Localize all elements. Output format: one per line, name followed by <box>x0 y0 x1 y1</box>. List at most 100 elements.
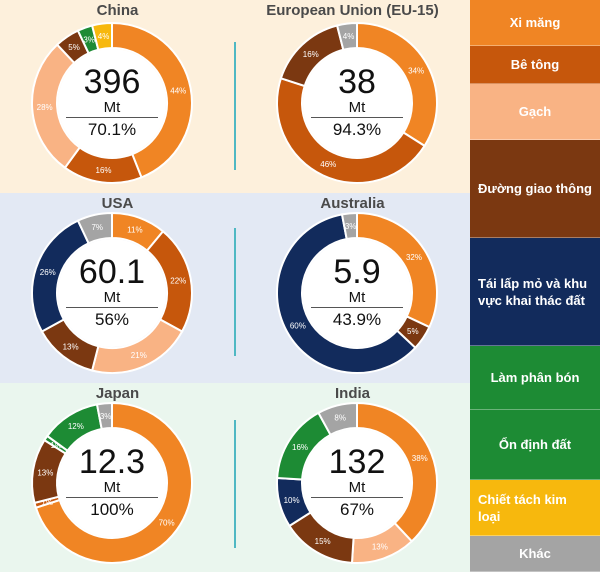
total-unit: Mt <box>348 99 366 116</box>
center-divider <box>66 497 158 498</box>
donut-slice <box>90 21 113 51</box>
total-unit: Mt <box>103 289 121 306</box>
donut-slice <box>335 21 358 51</box>
slice-label: 26% <box>40 268 56 277</box>
utilization-percent: 67% <box>339 500 375 519</box>
column-divider <box>234 42 236 170</box>
donut-panel: Japan 70% 1% 13% 1% 12% 3% 12.3 Mt 100% <box>0 383 235 573</box>
donut-hole <box>58 239 166 347</box>
donut-center: 132 Mt 67% <box>307 445 407 519</box>
column-divider <box>234 420 236 548</box>
donut-slice <box>317 401 358 437</box>
slice-label: 15% <box>315 537 331 546</box>
total-unit: Mt <box>348 479 366 496</box>
donut-center: 38 Mt 94.3% <box>307 65 407 139</box>
legend-label: Ổn định đất <box>498 437 572 452</box>
utilization-percent: 70.1% <box>87 120 137 139</box>
donut-hole <box>303 239 411 347</box>
center-divider <box>66 307 158 308</box>
chart-title: USA <box>101 195 134 212</box>
donut-panel: India 38% 13% 15% 10% 16% 8% 132 Mt 67% <box>235 383 470 573</box>
donut-center: 396 Mt 70.1% <box>62 65 162 139</box>
slice-label: 16% <box>96 166 112 175</box>
slice-label: 70% <box>159 519 175 528</box>
donut-slice <box>76 211 113 245</box>
chart-title: Australia <box>320 195 385 212</box>
donut-panel: Australia 32% 5% 60% 3% 5.9 Mt 43.9% <box>235 193 470 383</box>
slice-label: 5% <box>68 43 80 52</box>
slice-label: 44% <box>170 86 186 95</box>
donut-chart: 32% 5% 60% 3% <box>276 211 438 374</box>
chart-title: European Union (EU-15) <box>266 2 439 19</box>
utilization-percent: 94.3% <box>332 120 382 139</box>
donut-center: 5.9 Mt 43.9% <box>307 255 407 329</box>
slice-label: 5% <box>407 327 419 336</box>
slice-label: 10% <box>284 496 300 505</box>
slice-label: 34% <box>408 66 424 75</box>
donut-hole <box>303 49 411 157</box>
legend-label: Gạch <box>518 104 552 119</box>
donut-slice <box>276 213 417 374</box>
donut-chart: 11% 22% 21% 13% 26% 7% <box>31 211 193 374</box>
slice-label: 22% <box>170 276 186 285</box>
legend-item-concrete: Bê tông <box>470 46 600 84</box>
donut-hole <box>303 429 411 537</box>
total-value: 12.3 <box>78 443 146 481</box>
legend-label: Khác <box>519 546 551 561</box>
legend-label: Xi măng <box>509 15 561 30</box>
donut-chart: 70% 1% 13% 1% 12% 3% <box>31 401 193 564</box>
legend-item-bricks: Gạch <box>470 84 600 140</box>
donut-panel: USA 11% 22% 21% 13% 26% 7% 60.1 Mt 56% <box>0 193 235 383</box>
slice-label: 46% <box>320 160 336 169</box>
legend: Xi măng Bê tông Gạch Đường giao thông Tá… <box>470 0 600 572</box>
donut-hole <box>58 429 166 537</box>
legend-item-metal-extraction: Chiết tách kim loại <box>470 480 600 536</box>
slice-label: 1% <box>41 498 53 507</box>
legend-item-other: Khác <box>470 536 600 572</box>
slice-label: 7% <box>91 223 103 232</box>
legend-item-soil-stabilization: Ổn định đất <box>470 410 600 480</box>
legend-label: Đường giao thông <box>478 181 592 196</box>
slice-label: 13% <box>372 543 388 552</box>
slice-label: 4% <box>98 32 110 41</box>
donut-slice <box>34 401 193 564</box>
donut-chart: 38% 13% 15% 10% 16% 8% <box>276 401 438 564</box>
total-value: 132 <box>328 443 386 481</box>
utilization-percent: 100% <box>90 500 134 519</box>
slice-label: 16% <box>292 443 308 452</box>
legend-item-cement: Xi măng <box>470 0 600 46</box>
legend-label: Chiết tách kim loại <box>478 491 567 524</box>
legend-item-roads: Đường giao thông <box>470 140 600 238</box>
donut-center: 12.3 Mt 100% <box>62 445 162 519</box>
slice-label: 12% <box>68 422 84 431</box>
total-unit: Mt <box>103 479 121 496</box>
slice-label: 1% <box>50 441 62 450</box>
slice-label: 16% <box>303 50 319 59</box>
slice-label: 3% <box>345 222 357 231</box>
center-divider <box>311 497 403 498</box>
slice-label: 11% <box>127 225 142 234</box>
slice-label: 38% <box>412 454 428 463</box>
total-value: 396 <box>83 63 141 101</box>
donut-slice <box>276 77 426 184</box>
column-divider <box>234 228 236 356</box>
donut-hole <box>58 49 166 157</box>
donut-slice <box>95 401 113 431</box>
slice-label: 21% <box>131 351 147 360</box>
chart-title: Japan <box>95 385 140 402</box>
slice-label: 60% <box>290 322 306 331</box>
legend-label: Tái lấp mỏ và khu vực khai thác đất <box>478 275 588 308</box>
center-divider <box>311 117 403 118</box>
donut-panel: China 44% 16% 28% 5% 3% 4% 396 Mt 70.1% <box>0 0 235 190</box>
slice-label: 3% <box>83 35 95 44</box>
slice-label: 4% <box>343 32 355 41</box>
utilization-percent: 43.9% <box>332 310 382 329</box>
slice-label: 3% <box>100 412 112 421</box>
slice-label: 8% <box>334 414 346 423</box>
chart-title: India <box>334 385 370 402</box>
total-value: 60.1 <box>78 253 146 291</box>
center-divider <box>66 117 158 118</box>
utilization-percent: 56% <box>94 310 130 329</box>
donut-chart: 44% 16% 28% 5%3% 4% <box>31 21 193 184</box>
total-unit: Mt <box>348 289 366 306</box>
